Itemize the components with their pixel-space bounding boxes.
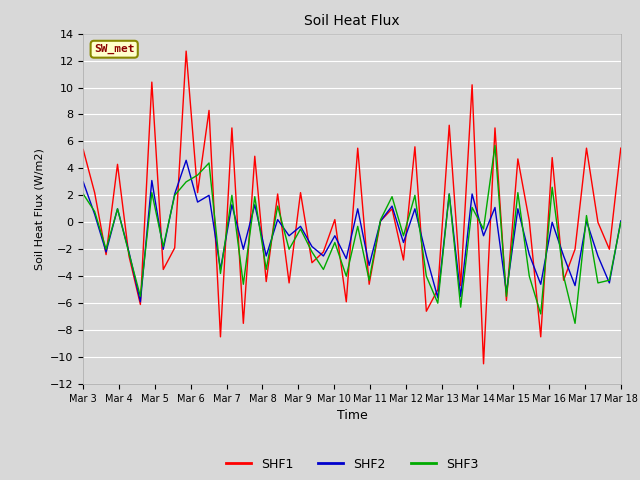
Legend: SHF1, SHF2, SHF3: SHF1, SHF2, SHF3 <box>221 453 483 476</box>
X-axis label: Time: Time <box>337 409 367 422</box>
Title: Soil Heat Flux: Soil Heat Flux <box>304 14 400 28</box>
Text: SW_met: SW_met <box>94 44 134 54</box>
Y-axis label: Soil Heat Flux (W/m2): Soil Heat Flux (W/m2) <box>35 148 44 270</box>
